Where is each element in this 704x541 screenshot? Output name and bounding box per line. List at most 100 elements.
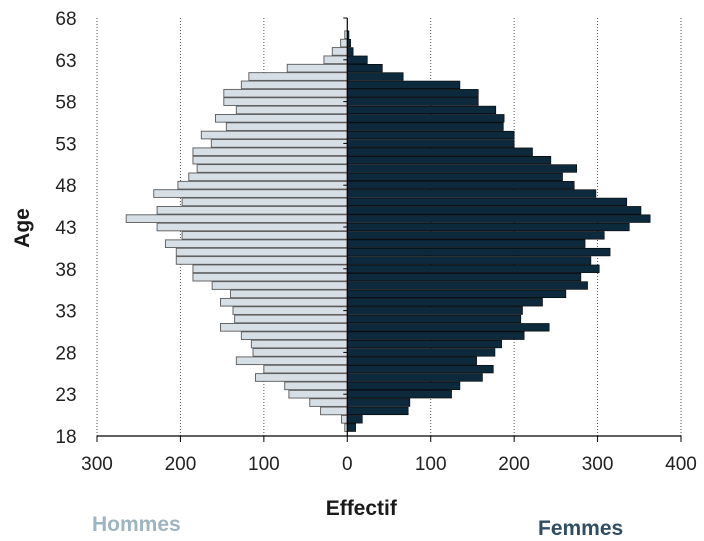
bar-femmes-age-35 [346,289,567,299]
bar-femmes-age-63 [346,55,368,64]
bar-hommes-age-50 [196,164,348,173]
bar-hommes-age-60 [240,80,348,90]
y-tick-label: 53 [55,134,76,155]
bar-femmes-age-46 [346,197,628,207]
bar-hommes-age-61 [248,72,348,81]
bar-femmes-age-47 [346,189,597,198]
bar-femmes-age-23 [346,390,452,399]
x-tick-label: 100 [248,454,280,475]
bar-hommes-age-31 [220,323,348,332]
bar-hommes-age-21 [320,406,348,416]
bar-femmes-age-58 [346,97,479,106]
bar-femmes-age-34 [346,298,543,307]
y-tick-label: 18 [55,427,76,448]
bar-hommes-age-28 [252,348,348,357]
y-tick-label: 38 [55,260,76,281]
bar-hommes-age-30 [240,331,348,340]
y-tick-label: 43 [55,218,76,239]
bar-hommes-age-24 [284,381,348,391]
bar-hommes-age-22 [309,398,348,407]
bar-hommes-age-41 [164,239,348,249]
bar-femmes-age-41 [346,239,586,248]
series-femmes-bars [346,30,651,432]
bar-hommes-age-32 [234,314,348,324]
bar-femmes-age-44 [346,214,651,223]
y-tick-label: 28 [55,343,76,364]
bar-femmes-age-62 [346,64,383,73]
bar-hommes-age-57 [235,105,348,115]
bar-hommes-age-59 [223,88,348,98]
bar-hommes-age-55 [225,122,348,131]
bar-femmes-age-51 [346,155,552,165]
bar-hommes-age-38 [192,264,348,274]
bar-hommes-age-36 [211,281,348,290]
bar-femmes-age-61 [346,72,404,81]
bar-hommes-age-34 [220,297,348,307]
bar-femmes-age-27 [346,356,477,365]
bar-femmes-age-45 [346,206,642,215]
bar-hommes-age-64 [331,47,348,56]
bar-femmes-age-21 [346,406,409,416]
bar-hommes-age-45 [156,205,348,215]
x-tick-label: 400 [665,454,697,475]
bar-femmes-age-57 [346,105,497,115]
bar-femmes-age-40 [346,247,611,257]
bar-hommes-age-54 [200,130,348,140]
y-axis-tick-labels: 18 23 28 33 38 43 48 53 58 63 68 [55,9,76,448]
bar-hommes-age-62 [286,63,348,73]
y-tick-label: 23 [55,385,76,406]
axes [96,17,682,442]
bar-hommes-age-27 [235,356,348,366]
bar-hommes-age-53 [210,139,348,148]
bar-femmes-age-39 [346,256,592,265]
bar-hommes-age-46 [181,197,348,207]
bar-femmes-age-53 [346,139,515,148]
bar-hommes-age-20 [340,414,348,424]
y-tick-label: 48 [55,176,76,197]
bar-femmes-age-31 [346,323,550,332]
bar-femmes-age-28 [346,348,496,357]
bar-femmes-age-49 [346,172,563,181]
bar-femmes-age-20 [346,415,363,424]
bar-femmes-age-43 [346,222,630,232]
bar-femmes-age-55 [346,122,504,131]
bar-hommes-age-29 [250,339,348,349]
x-tick-label: 200 [498,454,530,475]
bar-hommes-age-43 [156,222,348,232]
bar-hommes-age-40 [175,247,348,257]
legend-hommes: Hommes [92,513,181,536]
bar-femmes-age-37 [346,273,582,282]
bar-hommes-age-58 [223,97,348,106]
bar-hommes-age-51 [192,155,348,165]
bar-femmes-age-56 [346,114,505,123]
bar-femmes-age-38 [346,264,600,273]
bar-hommes-age-26 [263,364,348,374]
bar-femmes-age-64 [346,47,354,56]
bar-hommes-age-44 [125,214,348,223]
bar-femmes-age-54 [346,130,515,140]
bar-hommes-age-56 [215,114,348,123]
y-tick-label: 58 [55,93,76,114]
bar-hommes-age-35 [230,289,348,299]
bar-hommes-age-65 [340,38,348,48]
bar-hommes-age-25 [255,373,348,382]
y-axis-title: Age [11,208,34,248]
x-axis-tick-labels: 300 200 100 0 100 200 300 400 [81,454,697,475]
series-hommes-bars [125,30,348,432]
bar-femmes-age-59 [346,89,479,98]
bar-hommes-age-48 [177,180,348,190]
bar-femmes-age-60 [346,80,461,90]
bar-femmes-age-48 [346,181,575,190]
bar-femmes-age-30 [346,331,525,340]
bar-femmes-age-22 [346,398,411,407]
x-axis-title: Effectif [326,497,398,520]
bar-femmes-age-33 [346,306,523,315]
bar-hommes-age-23 [288,389,348,399]
x-tick-label: 100 [415,454,447,475]
x-tick-label: 200 [165,454,197,475]
bar-femmes-age-36 [346,281,588,290]
x-tick-label: 300 [81,454,113,475]
bar-femmes-age-26 [346,364,494,374]
bar-femmes-age-29 [346,339,502,349]
